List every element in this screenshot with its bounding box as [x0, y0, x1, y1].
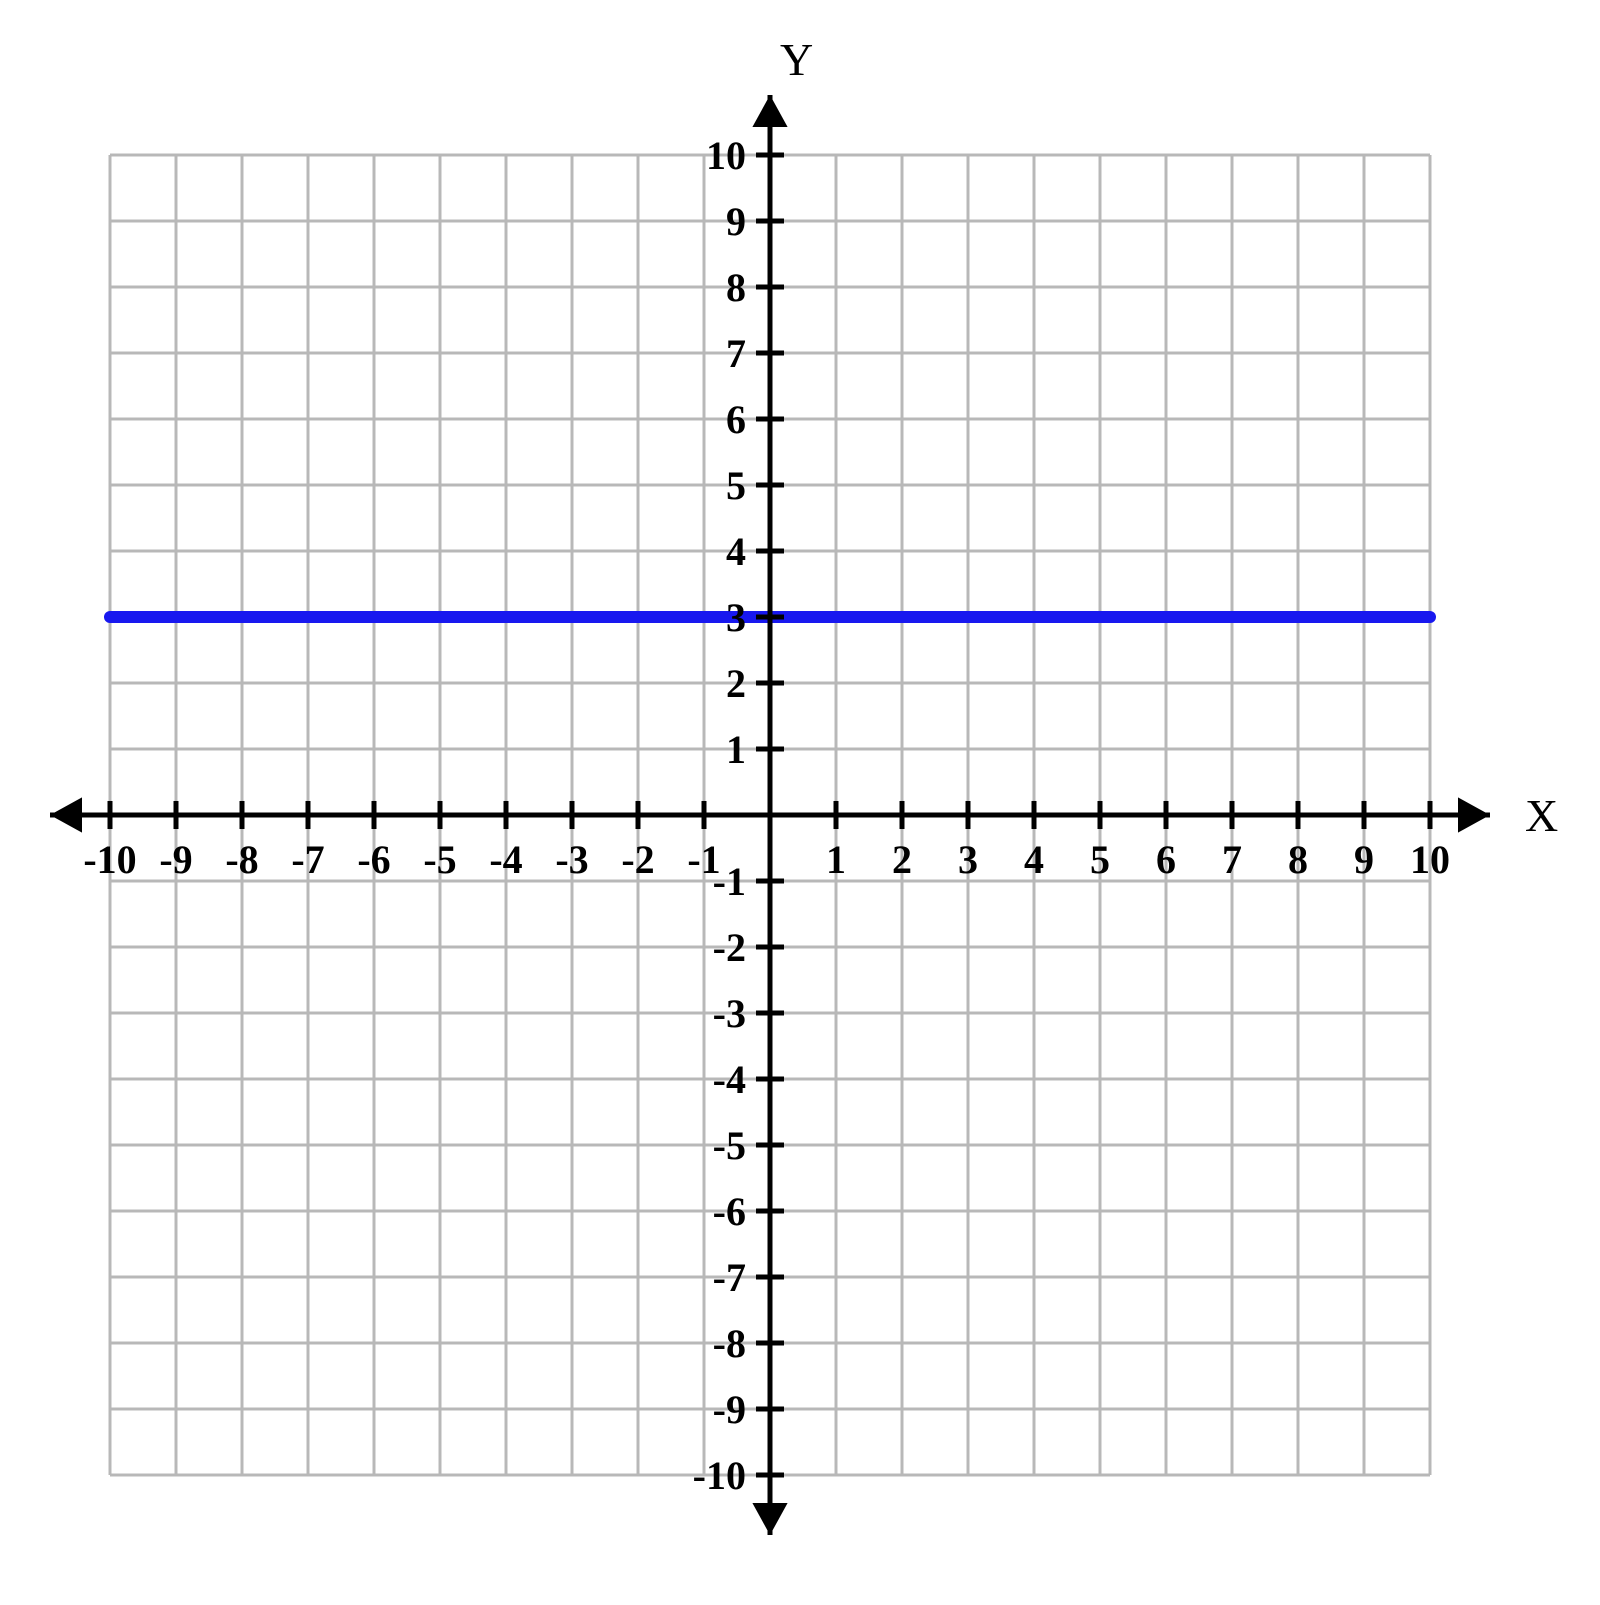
x-tick-label: -9	[159, 837, 192, 882]
x-tick-label: 8	[1288, 837, 1308, 882]
x-tick-label: 2	[892, 837, 912, 882]
x-tick-label: -4	[489, 837, 522, 882]
y-tick-label: 1	[726, 727, 746, 772]
x-tick-label: -5	[423, 837, 456, 882]
y-tick-label: 10	[706, 133, 746, 178]
x-tick-label: 7	[1222, 837, 1242, 882]
y-tick-label: -5	[713, 1123, 746, 1168]
y-tick-label: -8	[713, 1321, 746, 1366]
x-tick-label: -3	[555, 837, 588, 882]
y-tick-label: -7	[713, 1255, 746, 1300]
x-tick-label: 1	[826, 837, 846, 882]
y-axis-label: Y	[780, 34, 813, 85]
y-tick-label: 7	[726, 331, 746, 376]
y-tick-label: -2	[713, 925, 746, 970]
y-tick-label: -10	[693, 1453, 746, 1498]
x-tick-label: -10	[83, 837, 136, 882]
x-tick-label: -7	[291, 837, 324, 882]
x-tick-label: -2	[621, 837, 654, 882]
x-tick-label: 5	[1090, 837, 1110, 882]
y-tick-label: -4	[713, 1057, 746, 1102]
y-tick-label: 6	[726, 397, 746, 442]
x-axis-label: X	[1525, 790, 1558, 841]
coordinate-plane-chart: -10-9-8-7-6-5-4-3-2-112345678910-10-9-8-…	[0, 0, 1600, 1600]
x-tick-label: 6	[1156, 837, 1176, 882]
y-tick-label: 4	[726, 529, 746, 574]
y-tick-label: 8	[726, 265, 746, 310]
y-tick-label: -3	[713, 991, 746, 1036]
x-tick-label: 4	[1024, 837, 1044, 882]
x-tick-label: 3	[958, 837, 978, 882]
y-tick-label: -1	[713, 859, 746, 904]
y-tick-label: 5	[726, 463, 746, 508]
y-tick-label: 9	[726, 199, 746, 244]
y-tick-label: 3	[726, 595, 746, 640]
y-tick-label: -6	[713, 1189, 746, 1234]
x-tick-label: -8	[225, 837, 258, 882]
x-tick-label: 9	[1354, 837, 1374, 882]
y-tick-label: -9	[713, 1387, 746, 1432]
y-tick-label: 2	[726, 661, 746, 706]
x-tick-label: -6	[357, 837, 390, 882]
x-tick-label: 10	[1410, 837, 1450, 882]
